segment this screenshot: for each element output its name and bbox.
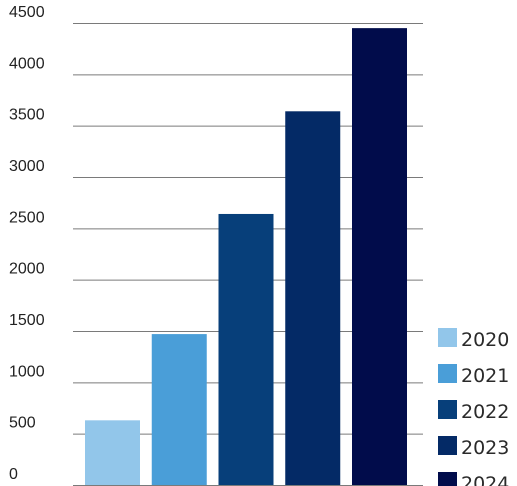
bar-2022 — [218, 213, 274, 485]
bar-2020 — [85, 420, 140, 485]
legend-swatch-2021 — [438, 364, 457, 383]
legend-label: 2020 — [461, 329, 509, 351]
legend-label: 2022 — [461, 401, 509, 423]
y-tick-label: 500 — [9, 415, 36, 432]
legend-label: 2024 — [461, 473, 509, 486]
y-tick-label: 2000 — [9, 261, 45, 278]
bar-2021 — [151, 334, 207, 485]
legend-swatch-2020 — [438, 328, 457, 347]
y-tick-label: 4000 — [9, 55, 45, 72]
y-axis-tick-labels: 0 500 1000 1500 2000 2500 3000 3500 4000 4500 — [9, 4, 45, 483]
bars — [85, 28, 407, 486]
legend-swatch-2024 — [438, 472, 457, 486]
y-tick-label: 2500 — [9, 209, 45, 226]
y-tick-label: 1000 — [9, 363, 45, 380]
y-tick-label: 4500 — [9, 4, 45, 21]
y-tick-label: 3000 — [9, 158, 45, 175]
legend-label: 2021 — [461, 365, 509, 387]
legend-label: 2023 — [461, 437, 509, 459]
bar-2023 — [285, 111, 341, 485]
legend: 2020 2021 2022 2023 2024 — [438, 328, 509, 486]
y-tick-label: 3500 — [9, 107, 45, 124]
y-tick-label: 1500 — [9, 312, 45, 329]
legend-swatch-2022 — [438, 400, 457, 419]
y-tick-label: 0 — [9, 466, 18, 483]
bar-2024 — [352, 28, 407, 486]
legend-swatch-2023 — [438, 436, 457, 455]
